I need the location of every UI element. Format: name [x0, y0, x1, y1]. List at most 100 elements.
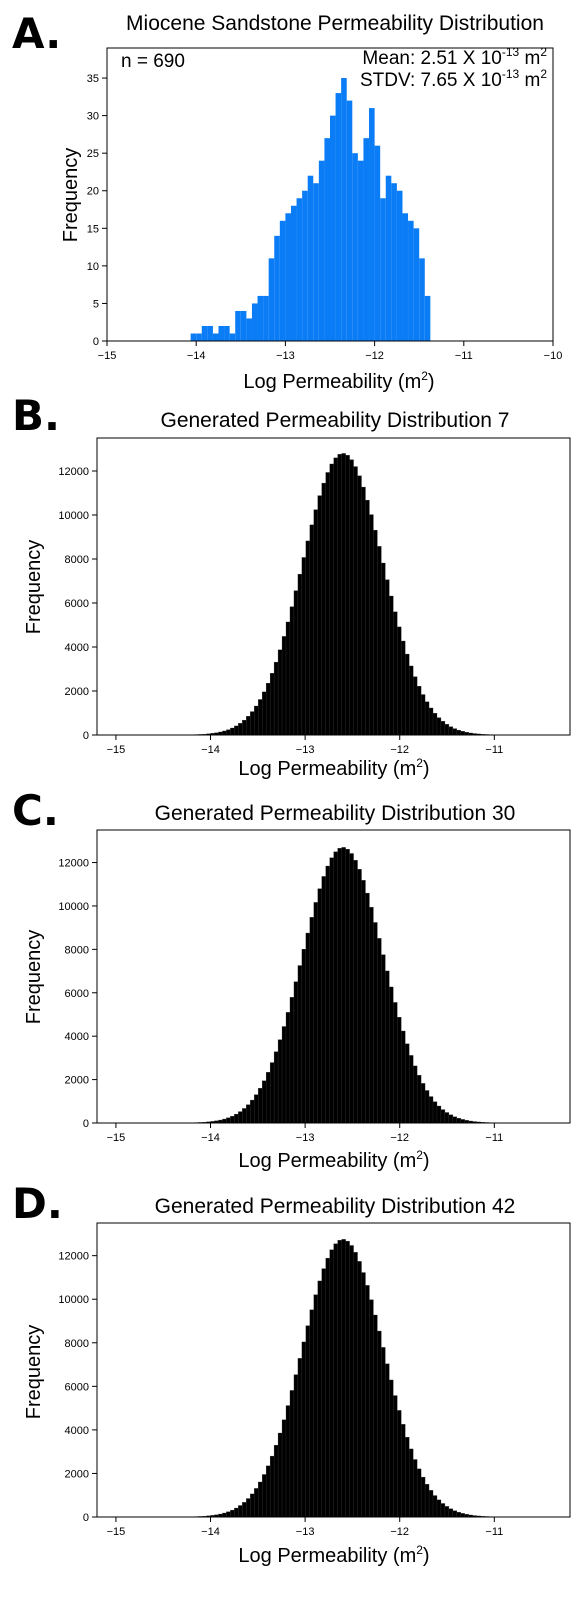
x-tick-label: −15 — [98, 350, 117, 362]
histogram-bar — [218, 325, 225, 341]
y-tick-label: 0 — [93, 336, 99, 348]
histogram-bar — [321, 876, 326, 1124]
histogram-bar — [345, 455, 350, 736]
histogram-bar — [250, 1099, 255, 1124]
histogram-bar — [307, 175, 314, 341]
chart-panel-2: B. Generated Permeability Distribution 7 −… — [12, 391, 571, 780]
y-axis-label: Frequency — [23, 930, 45, 1025]
histogram-bar — [289, 997, 295, 1124]
histogram-bar — [301, 557, 307, 736]
histogram-bar — [357, 869, 362, 1124]
histogram-bar — [345, 1240, 350, 1518]
histogram-bar — [385, 579, 390, 736]
histogram-bar — [393, 611, 398, 736]
x-axis-label: Log Permeability (m2) — [238, 1148, 429, 1172]
histogram-bar — [381, 1347, 386, 1518]
panel-letter: D. — [12, 1179, 63, 1228]
histogram-bar — [409, 1055, 414, 1124]
histogram-bar — [440, 1503, 446, 1518]
histogram-bar — [318, 160, 325, 341]
bars — [150, 847, 509, 1124]
histogram-bar — [207, 325, 213, 341]
histogram-bar — [222, 1512, 227, 1518]
x-tick-label: −11 — [455, 350, 473, 362]
histogram-bar — [393, 1395, 398, 1518]
x-tick-label: −12 — [390, 1526, 409, 1538]
y-tick-label: 8000 — [65, 1338, 89, 1350]
histogram-bar — [296, 198, 303, 341]
histogram-bar — [281, 1026, 287, 1124]
y-tick-label: 0 — [83, 1512, 89, 1524]
y-axis-label: Frequency — [23, 540, 45, 635]
histogram-bar — [313, 509, 318, 736]
x-tick-label: −10 — [544, 350, 563, 362]
histogram-bar — [277, 1039, 283, 1124]
histogram-bar — [393, 1002, 398, 1124]
histogram-bar — [313, 183, 319, 341]
histogram-bar — [397, 626, 402, 736]
histogram-bar — [337, 1240, 342, 1518]
x-axis-label-exponent: 2 — [416, 1148, 423, 1162]
histogram-bar — [385, 1363, 390, 1518]
y-tick-label: 10 — [87, 261, 99, 273]
histogram-bar — [285, 621, 291, 736]
histogram-bar — [285, 1405, 291, 1518]
histogram-bar — [262, 1080, 267, 1124]
histogram-bar — [448, 1508, 454, 1518]
histogram-bar — [281, 1419, 287, 1518]
chart-panel-4: D. Generated Permeability Distribution 42… — [12, 1179, 571, 1567]
histogram-bar — [238, 1111, 243, 1124]
x-axis-label-text: Log Permeability (m — [238, 1150, 416, 1172]
histogram-bar — [363, 138, 370, 341]
histogram-bar — [452, 728, 458, 736]
histogram-bar — [440, 1109, 446, 1124]
histogram-bar — [309, 1309, 314, 1518]
panel-letter: B. — [12, 391, 60, 440]
histogram-bar — [408, 220, 414, 341]
plot-frame — [96, 1222, 571, 1518]
y-tick-label: 8000 — [65, 554, 89, 566]
x-axis-label-text: Log Permeability (m — [243, 371, 421, 393]
histogram-bar — [405, 653, 410, 736]
x-axis-label-suffix: ) — [428, 371, 435, 393]
histogram-bar — [321, 1268, 326, 1518]
x-tick-label: −11 — [485, 1132, 503, 1144]
y-tick-label: 8000 — [65, 944, 89, 956]
histogram-bar — [317, 888, 322, 1124]
histogram-bar — [391, 183, 397, 341]
histogram-bar — [325, 472, 330, 736]
histogram-bar — [444, 724, 450, 736]
histogram-bar — [365, 1285, 370, 1518]
histogram-bar — [345, 849, 350, 1124]
histogram-bar — [436, 1499, 442, 1518]
y-tick-label: 4000 — [65, 1425, 89, 1437]
histogram-bar — [251, 303, 258, 341]
histogram-bar — [396, 190, 403, 341]
y-tick-label: 12000 — [58, 1251, 89, 1263]
chart-title: Generated Permeability Distribution 42 — [155, 1195, 516, 1218]
histogram-bar — [365, 499, 370, 736]
sample-count: n = 690 — [121, 51, 185, 72]
stdv-annotation: STDV: 7.65 X 10-13 m2 — [360, 67, 547, 91]
panel-letter: A. — [12, 9, 61, 58]
y-tick-label: 6000 — [65, 598, 89, 610]
histogram-bar — [412, 1065, 418, 1124]
histogram-bar — [333, 851, 338, 1124]
histogram-bar — [416, 1468, 422, 1518]
histogram-bar — [405, 1437, 410, 1518]
histogram-bar — [353, 1252, 358, 1518]
histogram-bar — [349, 853, 354, 1124]
histogram-bar — [254, 1488, 259, 1518]
histogram-bar — [226, 729, 231, 736]
histogram-bar — [226, 1511, 231, 1518]
panel-letter: C. — [12, 786, 59, 835]
x-tick-label: −13 — [296, 1526, 315, 1538]
histogram-bar — [263, 295, 269, 341]
x-tick-label: −13 — [296, 744, 315, 756]
histogram-bar — [262, 691, 267, 736]
histogram-bar — [456, 729, 461, 736]
histogram-bar — [452, 1116, 458, 1124]
histogram-bar — [420, 1083, 426, 1124]
histogram-bar — [309, 917, 314, 1124]
histogram-bar — [317, 495, 322, 736]
